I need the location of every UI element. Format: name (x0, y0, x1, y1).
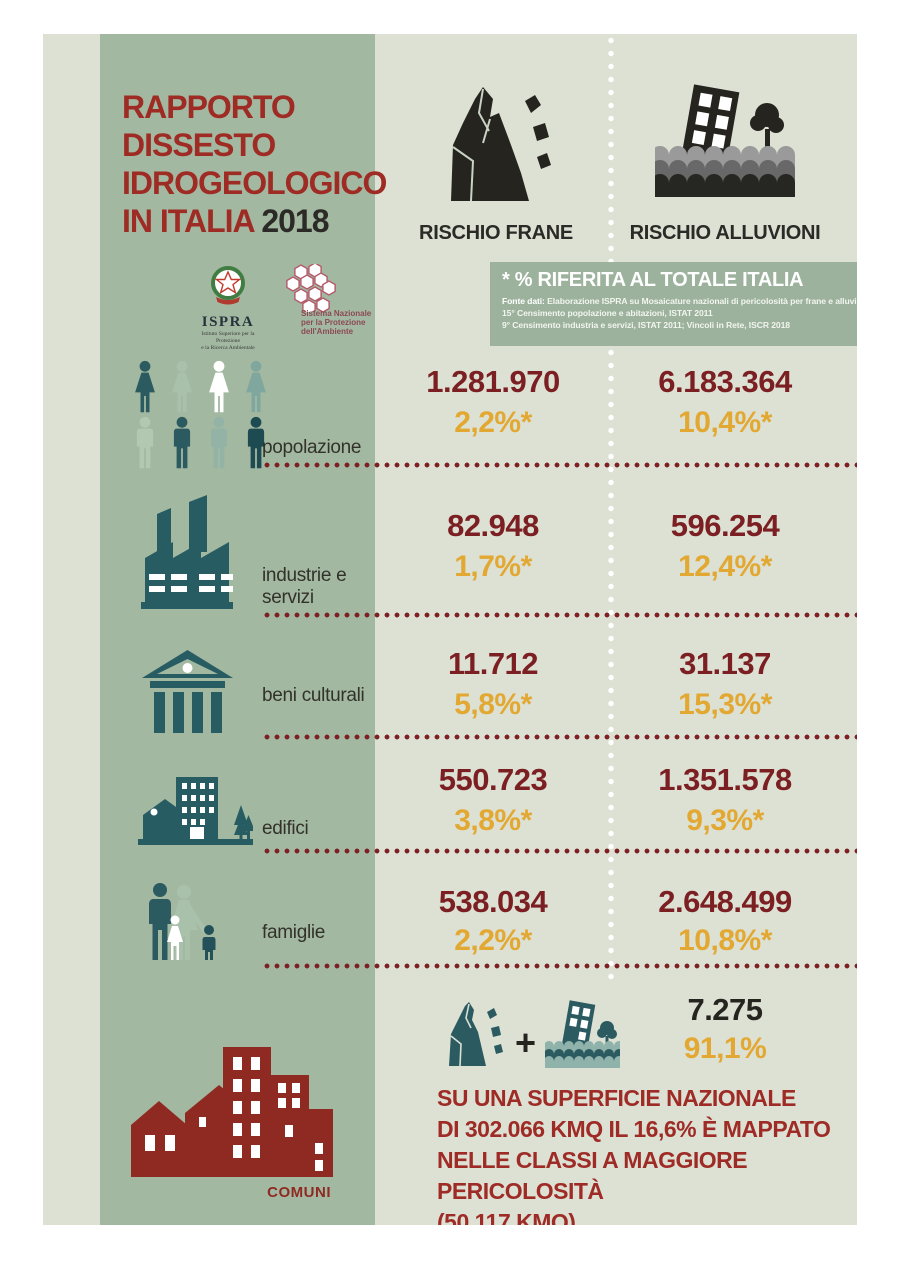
snpa-text: Sistema Nazionale per la Protezione dell… (301, 309, 391, 336)
title-line: RAPPORTO (122, 89, 296, 125)
row-famiglie: famiglie 538.034 2,2%* 2.648.499 10,8%* (43, 34, 857, 1225)
row-separator-dotted (262, 963, 857, 969)
mountain-landslide-icon (451, 87, 551, 202)
plus-sign: + (515, 1022, 537, 1063)
footer-line: (50.117 KMQ) (437, 1209, 576, 1225)
value-alluvioni: 2.648.499 (658, 884, 792, 919)
value-frane: 82.948 (447, 508, 539, 543)
pct-alluvioni: 9,3%* (686, 804, 764, 837)
note-source-label: Fonte dati: (502, 296, 545, 306)
buildings-icon (138, 777, 253, 845)
snpa-text-line: Sistema Nazionale (301, 309, 372, 318)
snpa-hexagons-icon (286, 262, 336, 315)
note-source-line: 9° Censimento industria e servizi, ISTAT… (502, 320, 790, 330)
row-label: famiglie (262, 922, 326, 943)
row-separator-dotted (262, 612, 857, 618)
title-line: IDROGEOLOGICO (122, 165, 387, 201)
row-separator-dotted (262, 848, 857, 854)
pct-frane: 5,8%* (454, 688, 532, 721)
title-line-part: IN ITALIA (122, 203, 254, 239)
infographic-poster: RAPPORTO DISSESTO IDROGEOLOGICO IN ITALI… (43, 34, 857, 1225)
ispra-logo: ISPRA Istituto Superiore per la Protezio… (191, 264, 265, 351)
row-beni-culturali: beni culturali 11.712 5,8%* 31.137 15,3%… (43, 34, 857, 1225)
title-line: IN ITALIA 2018 (122, 202, 378, 240)
value-alluvioni: 596.254 (670, 508, 780, 543)
value-frane: 1.281.970 (426, 364, 560, 399)
people-icon (128, 360, 278, 472)
comuni-total-value: 7.275 (687, 992, 763, 1027)
value-frane: 11.712 (447, 646, 539, 681)
row-label: edifici (262, 818, 309, 839)
value-frane: 538.034 (438, 884, 548, 919)
value-alluvioni: 31.137 (679, 646, 771, 681)
footer-text: SU UNA SUPERFICIE NAZIONALE DI 302.066 K… (437, 1083, 857, 1225)
note-source-line: 15° Censimento popolazione e abitazioni,… (502, 308, 713, 318)
ispra-subtitle: Istituto Superiore per la Protezione (201, 331, 255, 344)
row-label: popolazione (262, 437, 362, 458)
footer-line: DI 302.066 KMQ IL 16,6% È MAPPATO (437, 1116, 831, 1142)
value-alluvioni: 6.183.364 (658, 364, 792, 399)
value-frane: 550.723 (438, 762, 548, 797)
comuni-label: COMUNI (267, 1184, 331, 1201)
pct-alluvioni: 10,8%* (678, 924, 772, 957)
footer-line: SU UNA SUPERFICIE NAZIONALE (437, 1085, 796, 1111)
note-box: * % RIFERITA AL TOTALE ITALIA Fonte dati… (490, 262, 857, 346)
pct-frane: 2,2%* (454, 406, 532, 439)
title-line: DISSESTO (122, 127, 276, 163)
left-green-panel (100, 34, 375, 1225)
snpa-text-line: per la Protezione (301, 318, 366, 327)
row-industrie: industrie e servizi 82.948 1,7%* 596.254… (43, 34, 857, 1225)
temple-icon (142, 650, 233, 733)
column-divider-dotted (608, 34, 614, 982)
pct-alluvioni: 12,4%* (678, 550, 772, 583)
pct-frane: 3,8%* (454, 804, 532, 837)
flooded-building-icon (655, 84, 795, 197)
pct-alluvioni: 10,4%* (678, 406, 772, 439)
comuni-total-pct: 91,1% (683, 1032, 767, 1065)
row-label: industrie e servizi (262, 565, 347, 608)
city-icon (131, 1047, 333, 1177)
factory-icon (141, 495, 233, 609)
column-header-frane: RISCHIO FRANE (419, 222, 573, 244)
row-label: beni culturali (262, 685, 365, 706)
footer-line: NELLE CLASSI A MAGGIORE PERICOLOSITÀ (437, 1147, 748, 1204)
pct-alluvioni: 15,3%* (678, 688, 772, 721)
snpa-logo: Sistema Nazionale per la Protezione dell… (271, 262, 391, 336)
pct-frane: 1,7%* (454, 550, 532, 583)
note-title: * % RIFERITA AL TOTALE ITALIA (502, 269, 804, 291)
mini-landslide-icon (449, 1002, 503, 1067)
row-popolazione: popolazione 1.281.970 2,2%* 6.183.364 10… (43, 34, 857, 1225)
ispra-name: ISPRA (201, 314, 255, 330)
ispra-emblem-icon (211, 266, 245, 305)
note-source-line: Elaborazione ISPRA su Mosaicature nazion… (547, 296, 857, 306)
ispra-subtitle: e la Ricerca Ambientale (201, 344, 255, 351)
row-edifici: edifici 550.723 3,8%* 1.351.578 9,3%* (43, 34, 857, 1225)
pct-frane: 2,2%* (454, 924, 532, 957)
row-separator-dotted (262, 462, 857, 468)
page-title: RAPPORTO DISSESTO IDROGEOLOGICO IN ITALI… (122, 88, 387, 240)
row-separator-dotted (262, 734, 857, 740)
family-icon (149, 883, 216, 960)
value-alluvioni: 1.351.578 (658, 762, 792, 797)
snpa-text-line: dell'Ambiente (301, 327, 354, 336)
mini-flood-icon (545, 1000, 620, 1068)
column-header-alluvioni: RISCHIO ALLUVIONI (629, 222, 821, 244)
title-year: 2018 (261, 203, 329, 239)
